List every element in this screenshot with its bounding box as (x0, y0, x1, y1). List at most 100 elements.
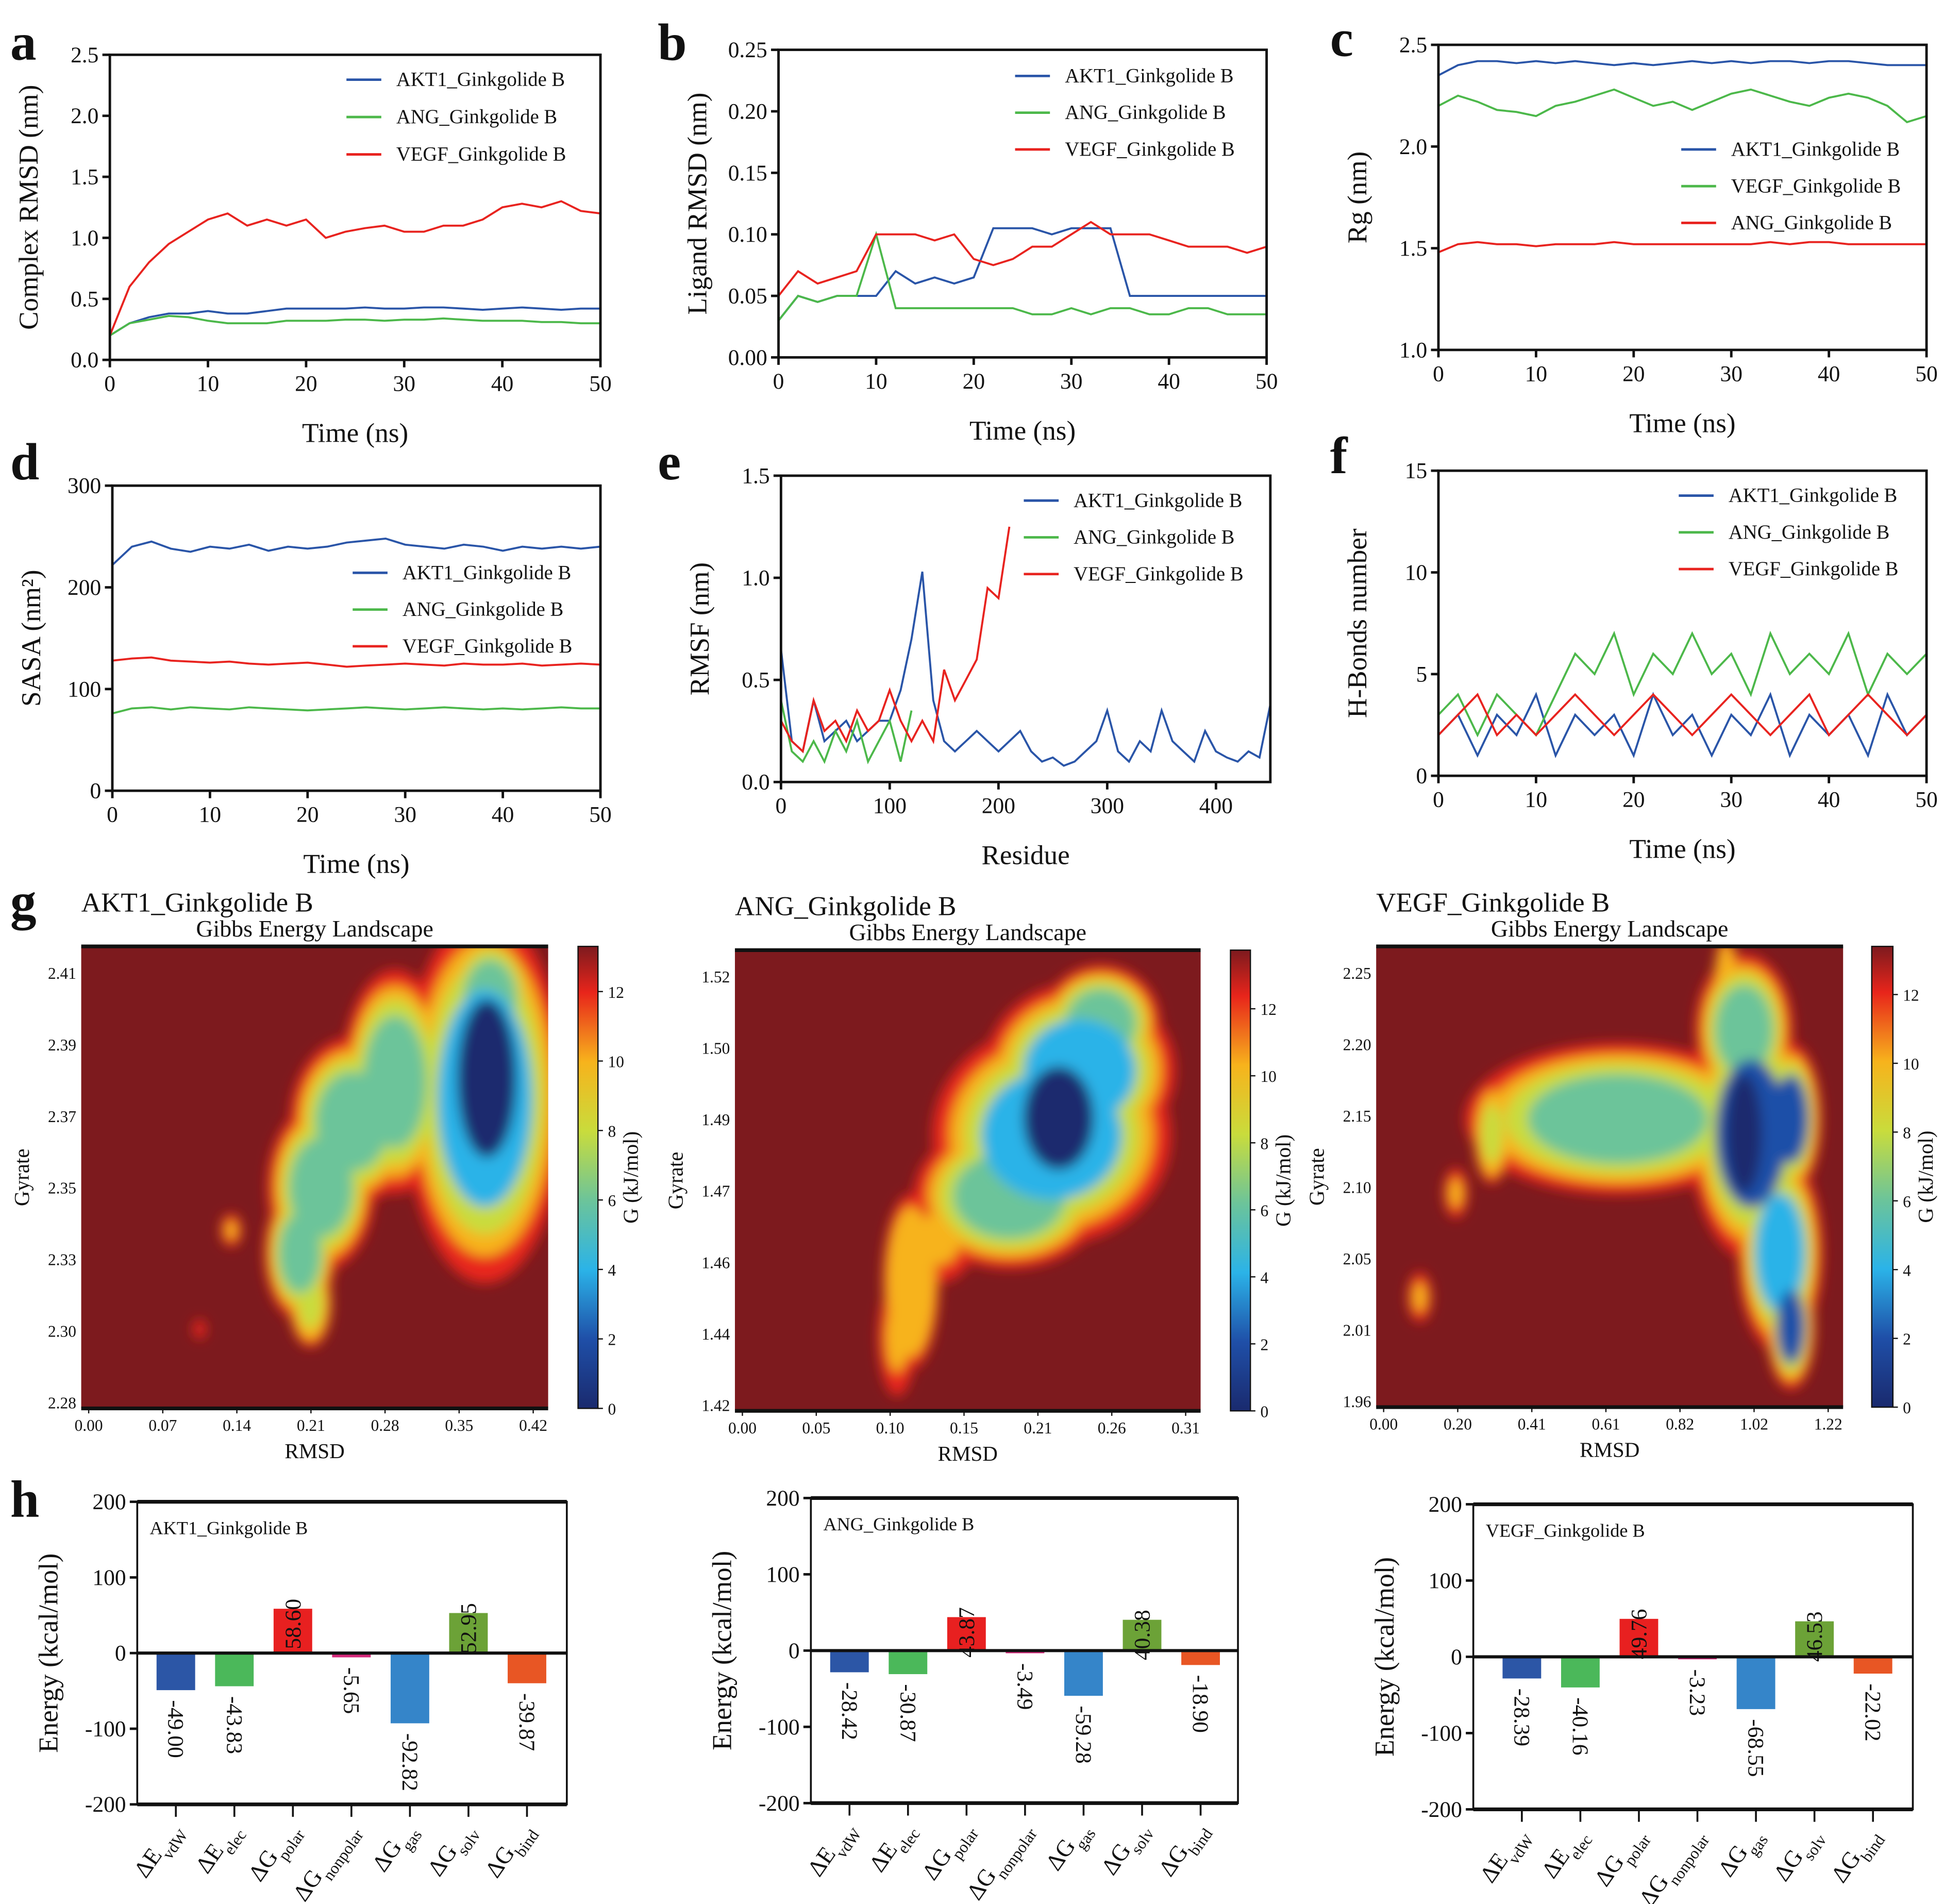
heatmap-subtitle: Gibbs Energy Landscape (196, 915, 433, 942)
y-tick-label: 1.0 (71, 226, 98, 250)
bar-value-label: -92.82 (397, 1733, 422, 1791)
y-axis-label: Energy (kcal/mol) (1370, 1557, 1400, 1757)
legend-label: VEGF_Ginkgolide B (396, 144, 566, 165)
y-tick-label: 0.25 (728, 38, 767, 62)
bar-4 (1736, 1657, 1775, 1709)
y-tick-label: 1.5 (1399, 236, 1427, 261)
legend-label: ANG_Ginkgolide B (1074, 527, 1234, 548)
y-tick-label: -100 (1421, 1721, 1462, 1746)
y-tick-label: 200 (92, 1490, 126, 1514)
y-tick-label: -200 (759, 1791, 800, 1816)
y-tick-label: 1.46 (701, 1254, 730, 1272)
x-tick-label: 0.41 (1518, 1415, 1546, 1433)
legend-label: VEGF_Ginkgolide B (1074, 563, 1244, 585)
y-axis-label: Energy (kcal/mol) (34, 1554, 64, 1753)
y-axis-label: SASA (nm²) (16, 570, 46, 706)
y-tick-label: 2.30 (48, 1323, 76, 1341)
x-tick-label: 0.00 (1369, 1415, 1398, 1433)
y-tick-label: 0 (90, 779, 102, 804)
y-tick-label: 200 (766, 1486, 799, 1511)
bar-0 (830, 1650, 869, 1673)
colorbar-tick-label: 12 (1261, 1000, 1277, 1018)
bar-value-label: 46.53 (1802, 1611, 1827, 1662)
bar-value-label: 58.60 (281, 1599, 306, 1649)
category-subscript: nonpolar (319, 1826, 367, 1884)
colorbar-label: G (kJ/mol) (1914, 1131, 1937, 1223)
bar-value-label: -22.02 (1861, 1683, 1885, 1741)
series-line-1 (1438, 88, 1927, 124)
colorbar-tick-label: 2 (608, 1331, 616, 1349)
y-tick-label: 2.0 (71, 104, 98, 128)
bar-2 (1619, 1618, 1659, 1657)
heatmap-subtitle: Gibbs Energy Landscape (849, 919, 1086, 945)
bar-value-label: 40.38 (1130, 1610, 1154, 1660)
category-label: ΔGsolv (422, 1817, 484, 1885)
y-axis-label: Ligand RMSD (nm) (682, 93, 712, 315)
category-label: ΔGgas (1041, 1816, 1099, 1879)
bar-value-label: -3.23 (1685, 1669, 1710, 1716)
colorbar-tick-label: 0 (608, 1400, 616, 1418)
basin-contour-0 (894, 1230, 928, 1333)
y-axis-label: Complex RMSD (nm) (14, 85, 44, 330)
energy-landscape-0: 0.00 0.07 0.14 0.21 0.28 0.35 0.42 2.28 2.30 2.33… (10, 888, 642, 1463)
colorbar (1230, 949, 1251, 1412)
colorbar-tick-label: 12 (1903, 987, 1919, 1005)
x-tick-label: 300 (1091, 794, 1124, 819)
y-tick-label: 2.10 (1343, 1178, 1371, 1196)
colorbar-tick-label: 4 (1261, 1268, 1269, 1287)
colorbar-tick-label: 12 (608, 983, 624, 1001)
category-subscript: nonpolar (993, 1825, 1041, 1882)
bar-value-label: -39.87 (514, 1693, 539, 1751)
panel-f-line-chart: 0 10 20 30 40 50 0 5 10 15 Time (ns) H-Bonds number… (1343, 459, 1938, 864)
colorbar-tick-label: 6 (608, 1192, 616, 1210)
colorbar-tick-label: 10 (1903, 1055, 1919, 1073)
heatmap-surface (1408, 946, 1823, 1390)
x-tick-label: 0 (773, 369, 784, 394)
heatmap-title: VEGF_Ginkgolide B (1376, 888, 1610, 917)
x-tick-label: 0.35 (445, 1416, 473, 1434)
basin-contour-9 (193, 1319, 206, 1340)
bar-2 (947, 1617, 986, 1651)
basin-contour-5 (1715, 985, 1773, 1075)
legend-label: VEGF_Ginkgolide B (1729, 558, 1899, 580)
panel-e-line-chart: 0 100 200 300 400 0.0 0.5 1.0 1.5 Residue RMSF (nm… (685, 463, 1272, 871)
y-tick-label: 2.33 (48, 1251, 76, 1269)
legend-label: VEGF_Ginkgolide B (1065, 139, 1235, 160)
x-axis-label: RMSD (1580, 1438, 1639, 1462)
x-tick-label: 1.02 (1740, 1415, 1768, 1433)
colorbar-tick-label: 4 (608, 1261, 616, 1279)
plot-frame (779, 474, 1272, 783)
legend: AKT1_Ginkgolide B ANG_Ginkgolide B VEGF_Gi… (1679, 485, 1898, 580)
legend-label: AKT1_Ginkgolide B (1731, 139, 1900, 160)
y-axis-label: Energy (kcal/mol) (708, 1551, 738, 1750)
x-tick-label: 50 (589, 803, 611, 827)
y-tick-label: 0.05 (728, 284, 767, 309)
panel-label: e (658, 433, 681, 491)
colorbar-tick-label: 2 (1903, 1330, 1911, 1348)
y-tick-label: 1.44 (701, 1325, 730, 1343)
category-label: ΔEvdW (1475, 1822, 1537, 1892)
y-tick-label: 1.5 (71, 165, 98, 190)
x-tick-label: 100 (873, 794, 907, 819)
x-tick-label: 0.20 (1444, 1415, 1472, 1433)
x-tick-label: 0.07 (148, 1416, 177, 1434)
x-tick-label: 40 (1818, 361, 1840, 386)
y-tick-label: 2.37 (48, 1108, 76, 1126)
bar-1 (215, 1653, 254, 1686)
basin-contour-9 (1772, 1074, 1809, 1164)
y-tick-label: 2.15 (1343, 1107, 1371, 1125)
series-line-1 (780, 700, 913, 764)
bar-4 (1064, 1650, 1103, 1696)
x-tick-label: 10 (1525, 788, 1547, 812)
y-tick-label: 0.5 (742, 668, 769, 693)
heatmap-title: ANG_Ginkgolide B (735, 892, 957, 922)
basin-contour-10 (1726, 1074, 1762, 1193)
x-tick-label: 10 (1525, 361, 1547, 386)
y-axis-label: Gyrate (1305, 1148, 1329, 1206)
colorbar-tick-label: 0 (1903, 1399, 1911, 1417)
x-axis-label: Time (ns) (1629, 834, 1735, 864)
x-tick-label: 10 (197, 372, 219, 396)
plot-frame (777, 48, 1268, 359)
bar-value-label: -5.65 (339, 1667, 363, 1714)
bar-value-label: -18.90 (1188, 1675, 1213, 1733)
